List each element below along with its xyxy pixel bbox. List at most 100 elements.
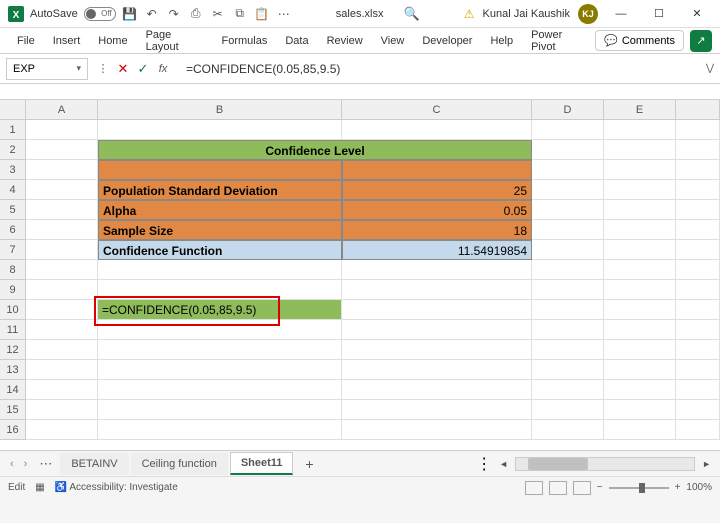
row-header[interactable]: 13 (0, 360, 26, 380)
cell[interactable] (676, 180, 720, 200)
cell[interactable] (26, 320, 98, 340)
cell[interactable] (604, 180, 676, 200)
row-header[interactable]: 8 (0, 260, 26, 280)
paste-icon[interactable]: 📋 (254, 6, 270, 22)
cell[interactable] (98, 380, 342, 400)
cell[interactable] (676, 120, 720, 140)
scroll-left-icon[interactable]: ◄ (496, 459, 511, 469)
cancel-formula-icon[interactable]: ✕ (114, 60, 132, 78)
fx-dropdown-icon[interactable]: ⋮ (94, 60, 112, 78)
cell[interactable] (676, 400, 720, 420)
cell[interactable] (532, 180, 604, 200)
tab-file[interactable]: File (8, 31, 44, 51)
cell[interactable] (342, 160, 532, 180)
tab-insert[interactable]: Insert (44, 31, 90, 51)
cell[interactable] (98, 420, 342, 440)
scroll-thumb[interactable] (528, 458, 588, 470)
cell-label[interactable]: Alpha (98, 200, 342, 220)
col-header-a[interactable]: A (26, 100, 98, 119)
row-header[interactable]: 7 (0, 240, 26, 260)
cell[interactable] (342, 300, 532, 320)
sheet-tab-sheet11[interactable]: Sheet11 (230, 452, 294, 475)
save-icon[interactable]: 💾 (122, 6, 138, 22)
copy-icon[interactable]: ⧉ (232, 6, 248, 22)
cell[interactable] (342, 260, 532, 280)
view-normal-icon[interactable] (525, 481, 543, 495)
tab-help[interactable]: Help (481, 31, 522, 51)
cell[interactable] (676, 160, 720, 180)
cell[interactable] (676, 200, 720, 220)
cell[interactable] (604, 140, 676, 160)
row-header[interactable]: 2 (0, 140, 26, 160)
cell[interactable] (26, 200, 98, 220)
add-sheet-icon[interactable]: + (295, 456, 323, 472)
cell[interactable] (26, 120, 98, 140)
col-header-f[interactable] (676, 100, 720, 119)
macro-icon[interactable]: ▦ (35, 482, 44, 493)
cell[interactable] (26, 300, 98, 320)
zoom-in-icon[interactable]: + (675, 482, 681, 493)
cell[interactable] (604, 420, 676, 440)
cell[interactable] (26, 400, 98, 420)
scroll-menu-icon[interactable]: ⋮ (476, 454, 492, 474)
comments-button[interactable]: 💬 Comments (595, 30, 684, 51)
col-header-b[interactable]: B (98, 100, 342, 119)
scroll-right-icon[interactable]: ► (699, 459, 714, 469)
cell[interactable] (604, 160, 676, 180)
cell[interactable] (604, 400, 676, 420)
cell-value[interactable]: 0.05 (342, 200, 532, 220)
cell[interactable] (532, 160, 604, 180)
row-header[interactable]: 1 (0, 120, 26, 140)
select-all-corner[interactable] (0, 100, 26, 119)
cell[interactable] (98, 160, 342, 180)
zoom-level[interactable]: 100% (686, 482, 712, 493)
cell[interactable] (26, 420, 98, 440)
cell[interactable] (532, 380, 604, 400)
tab-nav-next-icon[interactable]: › (20, 458, 32, 470)
cell[interactable] (604, 220, 676, 240)
spreadsheet-grid[interactable]: A B C D E 1 2Confidence Level 3 4Populat… (0, 100, 720, 450)
cell-value[interactable]: 18 (342, 220, 532, 240)
cell[interactable] (532, 400, 604, 420)
cell[interactable] (676, 320, 720, 340)
qat-more-icon[interactable]: ⋯ (276, 6, 292, 22)
share-button[interactable]: ↗ (690, 30, 712, 52)
search-icon[interactable]: 🔍 (403, 6, 419, 22)
cell[interactable] (604, 280, 676, 300)
filename[interactable]: sales.xlsx (336, 8, 384, 20)
cell[interactable] (342, 420, 532, 440)
autosave-toggle[interactable]: Off (84, 7, 116, 21)
cell[interactable] (342, 340, 532, 360)
cell[interactable] (604, 300, 676, 320)
row-header[interactable]: 5 (0, 200, 26, 220)
cell-label[interactable]: Confidence Function (98, 240, 342, 260)
tab-power-pivot[interactable]: Power Pivot (522, 25, 595, 57)
tab-data[interactable]: Data (276, 31, 317, 51)
redo-icon[interactable]: ↷ (166, 6, 182, 22)
cell[interactable] (532, 280, 604, 300)
cell-value[interactable]: 11.54919854 (342, 240, 532, 260)
cell[interactable] (676, 420, 720, 440)
row-header[interactable]: 14 (0, 380, 26, 400)
cell[interactable] (26, 340, 98, 360)
cell[interactable] (676, 140, 720, 160)
cell[interactable] (342, 280, 532, 300)
row-header[interactable]: 3 (0, 160, 26, 180)
tab-nav-prev-icon[interactable]: ‹ (6, 458, 18, 470)
maximize-button[interactable]: ☐ (644, 4, 674, 24)
row-header[interactable]: 11 (0, 320, 26, 340)
cell[interactable] (532, 340, 604, 360)
cell[interactable] (676, 260, 720, 280)
cell[interactable] (532, 260, 604, 280)
tab-formulas[interactable]: Formulas (213, 31, 277, 51)
cell[interactable] (676, 280, 720, 300)
tab-more-icon[interactable]: ⋯ (33, 456, 58, 472)
confirm-formula-icon[interactable]: ✓ (134, 60, 152, 78)
cell[interactable] (342, 320, 532, 340)
active-cell[interactable]: =CONFIDENCE(0.05,85,9.5) (98, 300, 342, 320)
cell[interactable] (676, 380, 720, 400)
cell[interactable] (604, 340, 676, 360)
cell[interactable] (98, 360, 342, 380)
cell[interactable] (604, 200, 676, 220)
cell[interactable] (26, 140, 98, 160)
